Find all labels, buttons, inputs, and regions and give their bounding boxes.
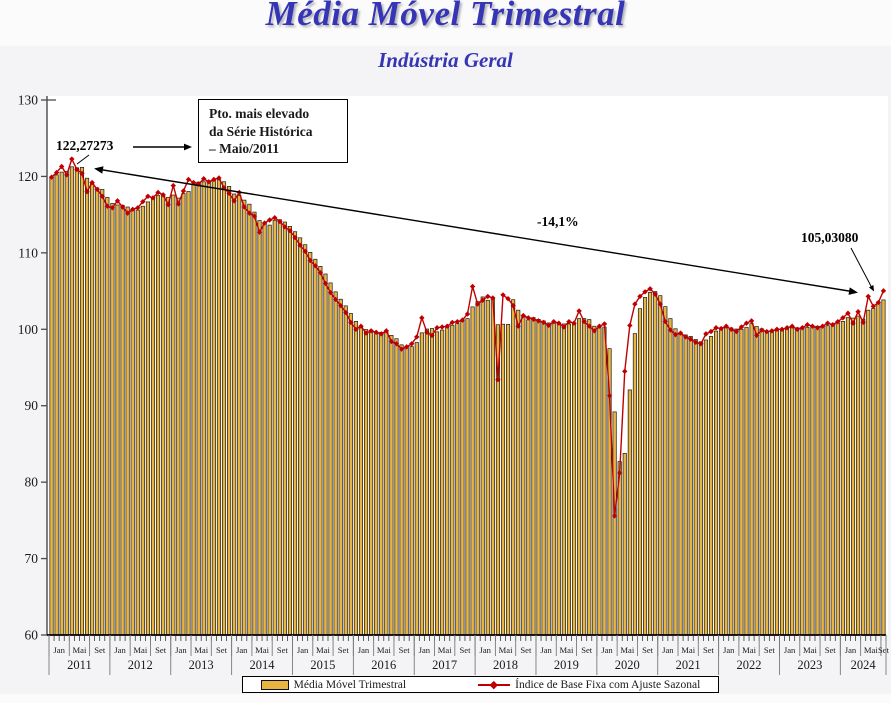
svg-text:Set: Set xyxy=(216,645,228,655)
svg-text:2024: 2024 xyxy=(851,658,877,672)
svg-text:Jan: Jan xyxy=(114,645,126,655)
svg-text:Mai: Mai xyxy=(620,645,634,655)
svg-text:Jan: Jan xyxy=(236,645,248,655)
svg-text:Mai: Mai xyxy=(559,645,573,655)
legend-line-label: Índice de Base Fixa com Ajuste Sazonal xyxy=(515,678,701,691)
svg-text:80: 80 xyxy=(25,475,39,490)
annotation-box-max-point: Pto. mais elevado da Série Histórica – M… xyxy=(198,99,348,163)
svg-text:Mai: Mai xyxy=(681,645,695,655)
svg-text:Set: Set xyxy=(764,645,776,655)
svg-text:Set: Set xyxy=(642,645,654,655)
svg-text:Mai: Mai xyxy=(255,645,269,655)
svg-text:Set: Set xyxy=(94,645,106,655)
svg-text:Mai: Mai xyxy=(438,645,452,655)
svg-text:Set: Set xyxy=(581,645,593,655)
svg-text:Set: Set xyxy=(878,645,890,655)
last-value-label: 105,03080 xyxy=(801,230,859,245)
line-series-marker-icon xyxy=(478,680,511,689)
svg-text:Jan: Jan xyxy=(845,645,857,655)
svg-text:2023: 2023 xyxy=(797,658,822,672)
svg-text:Mai: Mai xyxy=(803,645,817,655)
svg-text:2016: 2016 xyxy=(371,658,396,672)
svg-text:Jan: Jan xyxy=(419,645,431,655)
svg-text:Jan: Jan xyxy=(723,645,735,655)
svg-text:Jan: Jan xyxy=(784,645,796,655)
svg-text:100: 100 xyxy=(18,322,39,337)
svg-text:Jan: Jan xyxy=(358,645,370,655)
svg-text:Set: Set xyxy=(825,645,837,655)
svg-text:60: 60 xyxy=(25,628,39,643)
svg-text:2012: 2012 xyxy=(128,658,153,672)
svg-text:2019: 2019 xyxy=(554,658,579,672)
svg-text:120: 120 xyxy=(18,169,39,184)
svg-text:Mai: Mai xyxy=(133,645,147,655)
svg-text:Set: Set xyxy=(155,645,167,655)
svg-text:Mai: Mai xyxy=(499,645,513,655)
svg-text:Mai: Mai xyxy=(73,645,87,655)
svg-text:Jan: Jan xyxy=(53,645,65,655)
svg-text:Set: Set xyxy=(520,645,532,655)
svg-text:Jan: Jan xyxy=(601,645,613,655)
svg-text:Set: Set xyxy=(703,645,715,655)
max-value-label: 122,27273 xyxy=(56,138,114,153)
decline-percent-label: -14,1% xyxy=(537,214,579,229)
svg-text:110: 110 xyxy=(18,245,38,260)
legend-item-moving-average: Média Móvel Trimestral xyxy=(260,678,407,691)
svg-text:2013: 2013 xyxy=(189,658,214,672)
svg-text:2022: 2022 xyxy=(737,658,762,672)
svg-text:2020: 2020 xyxy=(615,658,640,672)
svg-text:Set: Set xyxy=(338,645,350,655)
annotation-line: da Série Histórica xyxy=(209,123,313,139)
svg-text:2018: 2018 xyxy=(493,658,518,672)
svg-text:70: 70 xyxy=(25,551,39,566)
svg-text:Jan: Jan xyxy=(297,645,309,655)
page-subtitle: Indústria Geral xyxy=(378,48,513,72)
svg-text:2015: 2015 xyxy=(310,658,335,672)
svg-text:Jan: Jan xyxy=(175,645,187,655)
svg-text:Mai: Mai xyxy=(316,645,330,655)
chart-legend: Média Móvel Trimestral Índice de Base Fi… xyxy=(242,676,719,693)
svg-text:Mai: Mai xyxy=(194,645,208,655)
svg-text:2014: 2014 xyxy=(250,658,276,672)
svg-text:Set: Set xyxy=(459,645,471,655)
svg-text:2011: 2011 xyxy=(67,658,92,672)
bar-series-swatch-icon xyxy=(260,679,289,690)
annotation-line: – Maio/2011 xyxy=(209,141,280,157)
svg-text:Jan: Jan xyxy=(662,645,674,655)
page-title: Média Móvel Trimestral xyxy=(265,0,626,33)
legend-bar-label: Média Móvel Trimestral xyxy=(293,678,407,691)
svg-text:Mai: Mai xyxy=(864,645,878,655)
svg-text:Jan: Jan xyxy=(540,645,552,655)
legend-item-fixed-base-index: Índice de Base Fixa com Ajuste Sazonal xyxy=(478,679,700,691)
svg-text:2021: 2021 xyxy=(676,658,701,672)
svg-text:Jan: Jan xyxy=(480,645,492,655)
svg-text:Set: Set xyxy=(399,645,411,655)
svg-text:Set: Set xyxy=(277,645,289,655)
annotation-line: Pto. mais elevado xyxy=(209,106,310,121)
svg-text:Mai: Mai xyxy=(742,645,756,655)
svg-text:130: 130 xyxy=(18,93,39,108)
svg-text:Mai: Mai xyxy=(377,645,391,655)
svg-text:2017: 2017 xyxy=(432,658,457,672)
svg-text:90: 90 xyxy=(25,398,39,413)
